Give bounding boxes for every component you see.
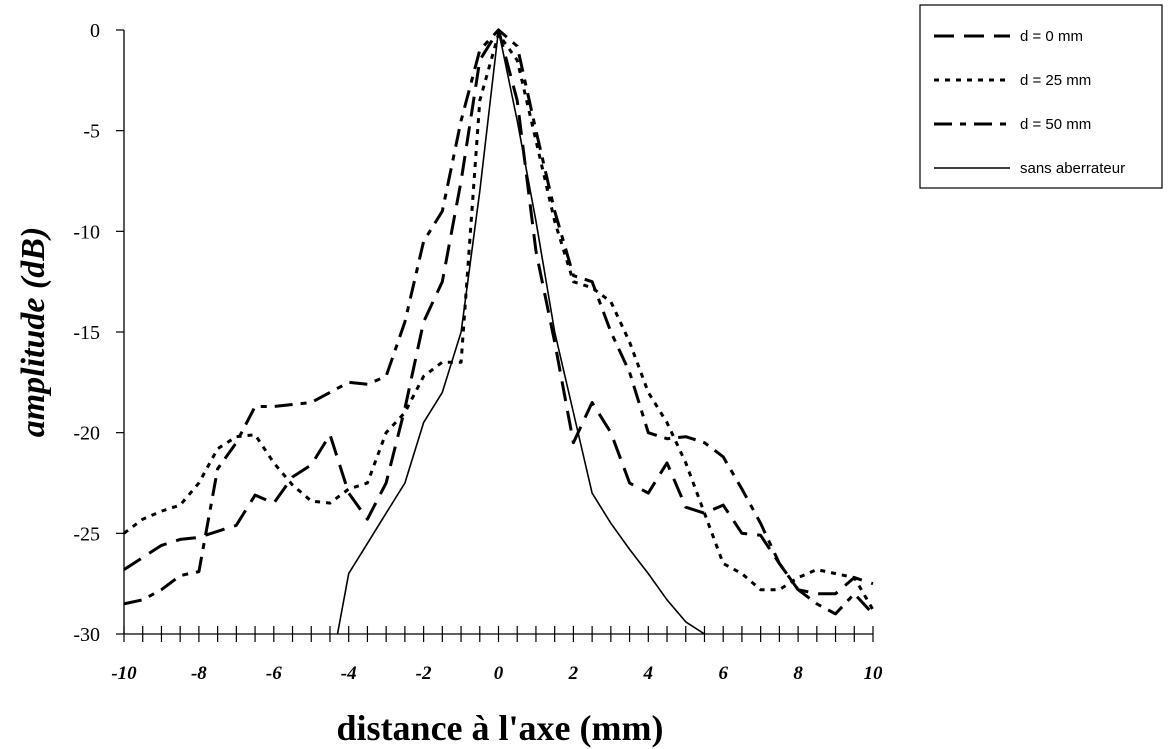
y-tick-label: 0 [90,20,100,42]
x-tick-label: -10 [111,663,137,684]
y-tick-label: -20 [73,423,100,445]
y-tick-label: -25 [73,523,100,545]
x-tick-label: 0 [494,663,504,684]
legend-label-2: d = 50 mm [1020,116,1091,133]
x-tick-label: 8 [793,663,803,684]
x-tick-label: -4 [341,663,357,684]
x-tick-label: 10 [864,663,884,684]
legend-label-3: sans aberrateur [1020,160,1125,177]
x-tick-label: -8 [191,663,207,684]
legend: d = 0 mm d = 25 mm d = 50 mm sans aberrateu… [919,4,1163,189]
legend-label-1: d = 25 mm [1020,72,1091,89]
y-tick-label: -30 [73,624,100,646]
x-tick-label: -6 [266,663,282,684]
series-line-3 [336,29,705,635]
y-ticks: 0 -5 -10 -15 -20 -25 -30 [73,20,124,646]
x-tick-label: 6 [718,663,728,684]
legend-box [919,4,1163,189]
legend-label-0: d = 0 mm [1020,28,1083,45]
y-tick-label: -15 [73,322,100,344]
series-line-0 [123,28,874,596]
x-axis-label: distance à l'axe (mm) [337,708,664,748]
series-group [123,28,875,635]
x-tick-label: 2 [568,663,579,684]
y-tick-label: -5 [83,121,100,143]
y-tick-label: -10 [73,221,100,243]
plot-area: 0-5-10-15-20-25-30 -10 -8 -6 -4 -2 0 2 4 6 8 10 [73,20,883,684]
x-ticks: -10 -8 -6 -4 -2 0 2 4 6 8 10 [111,626,883,684]
x-tick-label: -2 [416,663,432,684]
y-axis-label: amplitude (dB) [15,227,52,438]
x-tick-label: 4 [643,663,654,684]
